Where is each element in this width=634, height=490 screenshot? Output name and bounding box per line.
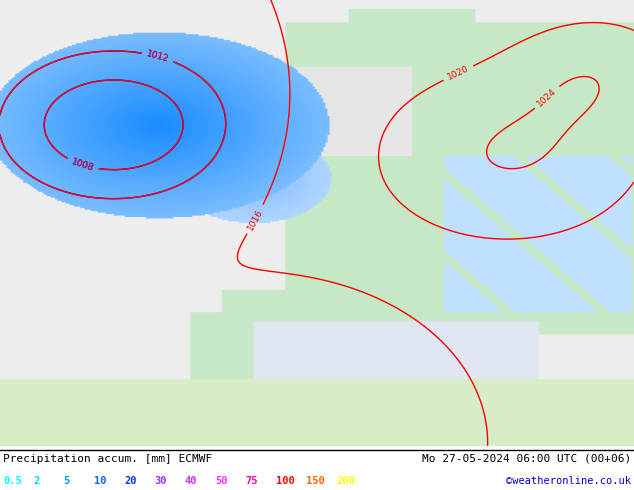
Text: 1012: 1012: [146, 49, 170, 64]
Text: 50: 50: [215, 476, 228, 486]
Text: 150: 150: [306, 476, 325, 486]
Text: 1012: 1012: [146, 49, 170, 64]
Text: 75: 75: [245, 476, 258, 486]
Text: 30: 30: [155, 476, 167, 486]
Text: ©weatheronline.co.uk: ©weatheronline.co.uk: [506, 476, 631, 486]
Text: 0.5: 0.5: [3, 476, 22, 486]
Text: 1024: 1024: [536, 86, 559, 108]
Text: 5: 5: [63, 476, 70, 486]
Text: 2: 2: [34, 476, 40, 486]
Text: 10: 10: [94, 476, 107, 486]
Text: Precipitation accum. [mm] ECMWF: Precipitation accum. [mm] ECMWF: [3, 454, 212, 464]
Text: 20: 20: [124, 476, 137, 486]
Text: 1008: 1008: [70, 157, 95, 173]
Text: 40: 40: [184, 476, 197, 486]
Text: 200: 200: [336, 476, 355, 486]
Text: 1008: 1008: [70, 157, 95, 173]
Text: 100: 100: [276, 476, 294, 486]
Text: 1016: 1016: [246, 207, 265, 231]
Text: 1020: 1020: [446, 64, 470, 82]
Text: Mo 27-05-2024 06:00 UTC (00+06): Mo 27-05-2024 06:00 UTC (00+06): [422, 454, 631, 464]
